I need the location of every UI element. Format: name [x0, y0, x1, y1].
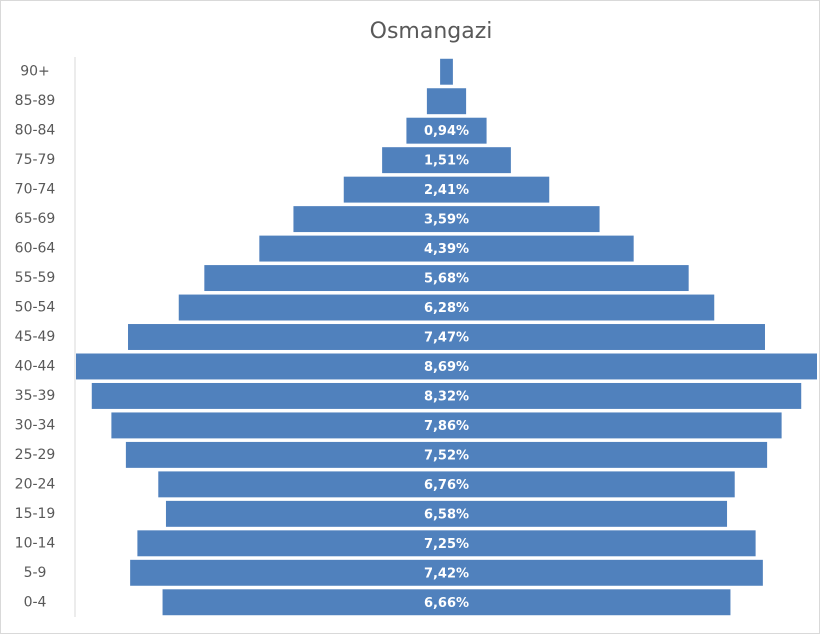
bar	[426, 88, 467, 115]
bar	[162, 589, 731, 616]
data-label: 3,59%	[424, 213, 469, 228]
data-label: 7,42%	[424, 566, 469, 581]
category-label: 80-84	[15, 123, 56, 139]
bar	[293, 206, 600, 233]
data-label: 1,51%	[424, 154, 469, 169]
chart-title: Osmangazi	[370, 19, 493, 44]
bar	[259, 235, 634, 262]
bar	[343, 176, 550, 203]
category-label: 90+	[20, 64, 50, 80]
data-label: 7,52%	[424, 448, 469, 463]
data-label: 7,86%	[424, 419, 469, 434]
category-label: 30-34	[15, 417, 56, 433]
data-label: 8,32%	[424, 389, 469, 404]
data-label: 0,94%	[424, 124, 469, 139]
category-label: 85-89	[15, 93, 56, 109]
bar	[440, 58, 453, 85]
category-label: 35-39	[15, 388, 56, 404]
category-label: 60-64	[15, 241, 56, 257]
data-label: 2,41%	[424, 183, 469, 198]
category-label: 45-49	[15, 329, 56, 345]
data-label: 4,39%	[424, 242, 469, 257]
data-label: 6,28%	[424, 301, 469, 316]
category-label: 70-74	[15, 182, 56, 198]
data-label: 6,76%	[424, 478, 469, 493]
category-label: 40-44	[15, 358, 56, 374]
bar	[91, 382, 802, 409]
category-label: 75-79	[15, 152, 56, 168]
bar	[125, 441, 768, 468]
bar	[165, 500, 728, 527]
category-label: 65-69	[15, 211, 56, 227]
data-label: 7,25%	[424, 537, 469, 552]
data-label: 5,68%	[424, 272, 469, 287]
category-label: 55-59	[15, 270, 56, 286]
bar	[111, 412, 782, 439]
bar	[382, 147, 511, 174]
bar	[130, 559, 763, 586]
data-label: 6,58%	[424, 507, 469, 522]
category-label: 10-14	[15, 535, 56, 551]
category-label: 25-29	[15, 447, 56, 463]
bar	[158, 471, 735, 498]
bar	[406, 117, 487, 144]
category-label: 20-24	[15, 476, 56, 492]
bar	[128, 324, 765, 350]
bar	[178, 294, 715, 321]
data-label: 8,69%	[424, 360, 469, 375]
bar	[137, 530, 756, 557]
category-label: 50-54	[15, 300, 56, 316]
category-label: 15-19	[15, 506, 56, 522]
bar	[204, 265, 689, 292]
data-label: 7,47%	[424, 331, 469, 346]
category-label: 5-9	[24, 565, 47, 581]
bar	[76, 353, 817, 380]
category-label: 0-4	[24, 594, 47, 610]
data-label: 6,66%	[424, 596, 469, 611]
